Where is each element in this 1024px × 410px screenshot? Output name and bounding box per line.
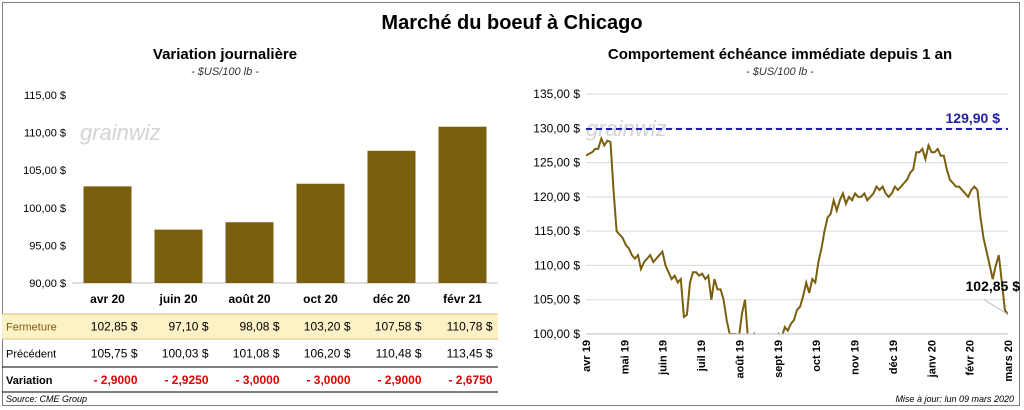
- right-chart-title: Comportement échéance immédiate depuis 1…: [607, 46, 953, 63]
- last-value-label: 102,85 $: [966, 278, 1021, 294]
- left-x-tick-label: févr 21: [443, 292, 482, 306]
- right-y-tick-label: 115,00 $: [534, 224, 580, 238]
- fermeture-cell: 107,58 $: [375, 320, 422, 334]
- bar: [438, 126, 487, 283]
- left-y-tick-label: 105,00 $: [23, 165, 66, 177]
- fermeture-cell: 97,10 $: [168, 320, 208, 334]
- left-x-tick-label: août 20: [228, 292, 270, 306]
- right-x-tick-label: févr 20: [965, 340, 977, 375]
- update-note: Mise à jour: lun 09 mars 2020: [895, 394, 1014, 404]
- bar: [154, 229, 203, 283]
- right-x-tick-label: mars 20: [1003, 340, 1015, 382]
- fermeture-cell: 102,85 $: [91, 320, 138, 334]
- right-x-tick-label: sept 19: [773, 340, 785, 378]
- variation-cell: - 2,9000: [377, 373, 421, 387]
- right-y-tick-label: 125,00 $: [533, 156, 580, 170]
- reference-label: 129,90 $: [946, 110, 1001, 126]
- left-x-tick-label: juin 20: [158, 292, 197, 306]
- right-x-tick-label: déc 19: [888, 340, 900, 374]
- variation-cell: - 2,9000: [93, 373, 137, 387]
- variation-cell: - 3,0000: [235, 373, 279, 387]
- left-y-tick-label: 115,00 $: [24, 90, 66, 102]
- left-y-tick-label: 90,00 $: [29, 278, 66, 290]
- precedent-cell: 105,75 $: [91, 347, 138, 361]
- right-x-tick-label: mai 19: [619, 340, 631, 374]
- left-x-tick-label: déc 20: [373, 292, 411, 306]
- right-x-tick-label: avr 19: [581, 340, 593, 372]
- left-y-tick-label: 95,00 $: [29, 240, 66, 252]
- precedent-cell: 110,48 $: [376, 347, 422, 361]
- left-watermark: grainwiz: [80, 120, 161, 145]
- precedent-cell: 101,08 $: [233, 347, 280, 361]
- main-title: Marché du boeuf à Chicago: [381, 12, 643, 34]
- right-x-tick-label: juin 19: [658, 340, 670, 376]
- bar: [83, 186, 132, 283]
- fermeture-cell: 98,08 $: [239, 320, 279, 334]
- left-chart-unit: - $US/100 lb -: [191, 66, 259, 78]
- fermeture-row-label: Fermeture: [6, 322, 57, 334]
- left-y-tick-label: 100,00 $: [23, 203, 66, 215]
- fermeture-cell: 110,78 $: [447, 320, 493, 334]
- right-y-tick-label: 130,00 $: [533, 121, 580, 135]
- fermeture-row-bg: [2, 314, 498, 339]
- bar: [367, 150, 416, 283]
- last-value-leader: [983, 299, 1009, 315]
- left-chart-title: Variation journalière: [152, 46, 298, 63]
- variation-cell: - 2,9250: [164, 373, 208, 387]
- right-y-tick-label: 135,00 $: [533, 87, 580, 101]
- left-x-tick-label: oct 20: [303, 292, 338, 306]
- precedent-cell: 113,45 $: [447, 347, 493, 361]
- right-x-tick-label: août 19: [734, 340, 746, 379]
- right-chart-unit: - $US/100 lb -: [746, 66, 814, 78]
- right-y-tick-label: 120,00 $: [533, 190, 580, 204]
- right-x-tick-label: nov 19: [850, 340, 862, 375]
- left-x-tick-label: avr 20: [90, 292, 125, 306]
- price-series-line: [586, 135, 1008, 334]
- left-y-tick-label: 110,00 $: [24, 128, 66, 140]
- right-x-tick-label: juil 19: [696, 340, 708, 372]
- precedent-row-label: Précédent: [6, 349, 56, 361]
- variation-cell: - 3,0000: [306, 373, 350, 387]
- precedent-cell: 106,20 $: [304, 347, 351, 361]
- right-x-tick-label: janv 20: [926, 340, 938, 378]
- right-y-tick-label: 110,00 $: [534, 258, 580, 272]
- right-y-tick-label: 100,00 $: [533, 327, 580, 341]
- bar: [225, 222, 274, 283]
- right-y-tick-label: 105,00 $: [533, 293, 580, 307]
- variation-cell: - 2,6750: [448, 373, 492, 387]
- right-x-tick-label: oct 19: [811, 340, 823, 372]
- variation-row-label: Variation: [6, 375, 53, 387]
- precedent-cell: 100,03 $: [162, 347, 209, 361]
- bar: [296, 183, 345, 283]
- source-note: Source: CME Group: [6, 394, 88, 404]
- fermeture-cell: 103,20 $: [304, 320, 351, 334]
- chart-frame: [2, 2, 1020, 406]
